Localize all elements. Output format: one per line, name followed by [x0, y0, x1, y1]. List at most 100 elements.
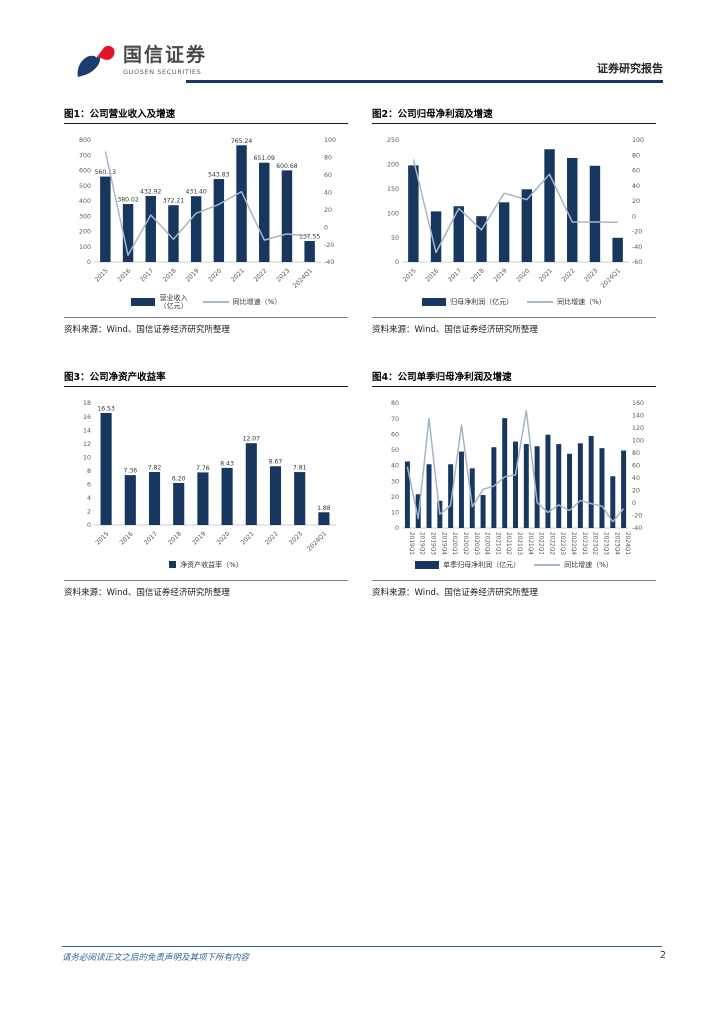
- source-divider: [372, 580, 656, 581]
- svg-text:2023Q3: 2023Q3: [602, 532, 608, 555]
- svg-text:2024Q1: 2024Q1: [624, 532, 630, 555]
- svg-text:8.67: 8.67: [269, 459, 283, 466]
- svg-text:70: 70: [391, 416, 399, 423]
- svg-text:2020: 2020: [207, 267, 223, 283]
- svg-text:2024Q1: 2024Q1: [600, 267, 622, 289]
- svg-text:2020: 2020: [515, 267, 531, 283]
- figure-3-roe: 图3：公司净资产收益率 0 2 4 6 8 10 12 14 16 18 16.53 7.36 7.82…: [64, 369, 348, 598]
- svg-text:2021Q4: 2021Q4: [527, 532, 533, 555]
- svg-text:2019Q4: 2019Q4: [440, 532, 446, 555]
- figure-source: 资料来源：Wind、国信证券经济研究所整理: [64, 588, 230, 598]
- svg-text:700: 700: [79, 152, 91, 159]
- legend-item-line: 同比增速（%）: [527, 298, 606, 306]
- svg-text:2023Q2: 2023Q2: [592, 532, 598, 555]
- svg-text:2024Q1: 2024Q1: [306, 530, 328, 552]
- report-type-label: 证券研究报告: [597, 62, 663, 75]
- roe-chart: 0 2 4 6 8 10 12 14 16 18 16.53 7.36 7.82 6.20 7.76 8.43…: [83, 400, 336, 553]
- figure-title: 图2：公司归母净利润及增速: [372, 106, 656, 124]
- svg-text:2: 2: [87, 509, 91, 516]
- svg-text:137.55: 137.55: [299, 234, 320, 241]
- chart-legend: 营业收入（亿元） 同比增速（%）: [64, 293, 348, 311]
- svg-text:2017: 2017: [139, 267, 155, 283]
- svg-text:2022Q1: 2022Q1: [538, 532, 544, 555]
- svg-text:372.21: 372.21: [163, 198, 184, 205]
- svg-text:543.83: 543.83: [208, 172, 229, 179]
- svg-text:14: 14: [83, 427, 91, 434]
- bar-legend-swatch-icon: [422, 297, 447, 306]
- svg-text:100: 100: [632, 438, 644, 445]
- svg-text:120: 120: [632, 425, 644, 432]
- svg-text:0: 0: [395, 259, 399, 266]
- svg-text:60: 60: [391, 431, 399, 438]
- svg-text:0: 0: [395, 525, 399, 532]
- svg-text:-40: -40: [632, 525, 642, 532]
- svg-text:-40: -40: [324, 259, 334, 266]
- figure-1-revenue: 图1：公司营业收入及增速 0 100 200 300 400 500 600 700 800 -4…: [64, 106, 348, 335]
- svg-text:50: 50: [391, 447, 399, 454]
- bar-legend-swatch-icon: [415, 560, 440, 569]
- svg-text:2023Q4: 2023Q4: [613, 532, 619, 555]
- legend-item-bar: 归母净利润（亿元）: [422, 298, 513, 306]
- figure-4-quarterly-profit: 图4：公司单季归母净利润及增速 0 10 20 30 40 50 60 70 80 -40 -20 0…: [372, 369, 656, 598]
- legend-item-bar: 净资产收益率（%）: [169, 561, 243, 569]
- svg-text:30: 30: [391, 478, 399, 485]
- legend-label: 同比增速（%）: [564, 560, 613, 569]
- legend-label: 同比增速（%）: [557, 297, 606, 306]
- header-divider: [186, 80, 663, 83]
- svg-text:60: 60: [324, 172, 332, 179]
- svg-text:2022Q3: 2022Q3: [559, 532, 565, 555]
- legend-item-line: 同比增速（%）: [534, 561, 613, 569]
- svg-text:2021: 2021: [230, 267, 246, 283]
- logo-name-cn: 国信证券: [123, 44, 208, 67]
- svg-text:80: 80: [391, 400, 399, 407]
- svg-text:0: 0: [632, 213, 636, 220]
- net-profit-growth-chart: 0 50 100 150 200 250 -60 -40 -20 0 20 40 60 80 100 2015…: [387, 137, 644, 290]
- line-legend-swatch-icon: [202, 301, 229, 303]
- svg-text:7.81: 7.81: [293, 465, 307, 472]
- svg-text:2016: 2016: [116, 267, 132, 283]
- line-legend-swatch-icon: [527, 301, 554, 303]
- footer-disclaimer: 请务必阅读正文之后的免责声明及其项下所有内容: [62, 953, 250, 963]
- svg-text:6: 6: [87, 482, 91, 489]
- svg-text:800: 800: [79, 137, 91, 144]
- svg-text:2020Q3: 2020Q3: [473, 532, 479, 555]
- logo-text-block: 国信证券 GUOSEN SECURITIES: [123, 44, 208, 76]
- legend-label: 单季归母净利润（亿元）: [443, 560, 521, 569]
- source-divider: [64, 580, 348, 581]
- svg-text:2019: 2019: [191, 530, 207, 546]
- svg-text:431.40: 431.40: [185, 189, 206, 196]
- svg-text:4: 4: [87, 495, 91, 502]
- svg-text:2024Q1: 2024Q1: [292, 267, 314, 289]
- svg-text:12.07: 12.07: [243, 436, 261, 443]
- chart-legend: 单季归母净利润（亿元） 同比增速（%）: [372, 556, 656, 574]
- source-divider: [372, 317, 656, 318]
- svg-text:40: 40: [324, 189, 332, 196]
- quarterly-profit-growth-chart: 0 10 20 30 40 50 60 70 80 -40 -20 0 20 40 60 80 100 120 14…: [391, 400, 644, 555]
- footer-divider: [62, 946, 662, 947]
- svg-text:2021Q2: 2021Q2: [505, 532, 511, 555]
- svg-text:-40: -40: [632, 244, 642, 251]
- svg-text:40: 40: [391, 463, 399, 470]
- svg-text:2023: 2023: [583, 267, 599, 283]
- svg-text:400: 400: [79, 198, 91, 205]
- svg-text:2019: 2019: [492, 267, 508, 283]
- svg-text:10: 10: [83, 454, 91, 461]
- svg-text:2019: 2019: [184, 267, 200, 283]
- svg-text:2020: 2020: [215, 530, 231, 546]
- figure-source: 资料来源：Wind、国信证券经济研究所整理: [372, 588, 538, 598]
- svg-text:20: 20: [632, 488, 640, 495]
- svg-text:8: 8: [87, 468, 91, 475]
- svg-text:2023: 2023: [275, 267, 291, 283]
- svg-text:2018: 2018: [470, 267, 486, 283]
- svg-text:80: 80: [324, 155, 332, 162]
- charts-grid: 图1：公司营业收入及增速 0 100 200 300 400 500 600 700 800 -4…: [64, 106, 656, 598]
- svg-text:40: 40: [632, 183, 640, 190]
- svg-text:600: 600: [79, 168, 91, 175]
- svg-text:2018: 2018: [162, 267, 178, 283]
- legend-item-line: 同比增速（%）: [202, 298, 281, 306]
- svg-text:140: 140: [632, 413, 644, 420]
- svg-text:20: 20: [324, 207, 332, 214]
- svg-text:160: 160: [632, 400, 644, 407]
- svg-text:100: 100: [79, 244, 91, 251]
- svg-text:2022: 2022: [264, 530, 280, 546]
